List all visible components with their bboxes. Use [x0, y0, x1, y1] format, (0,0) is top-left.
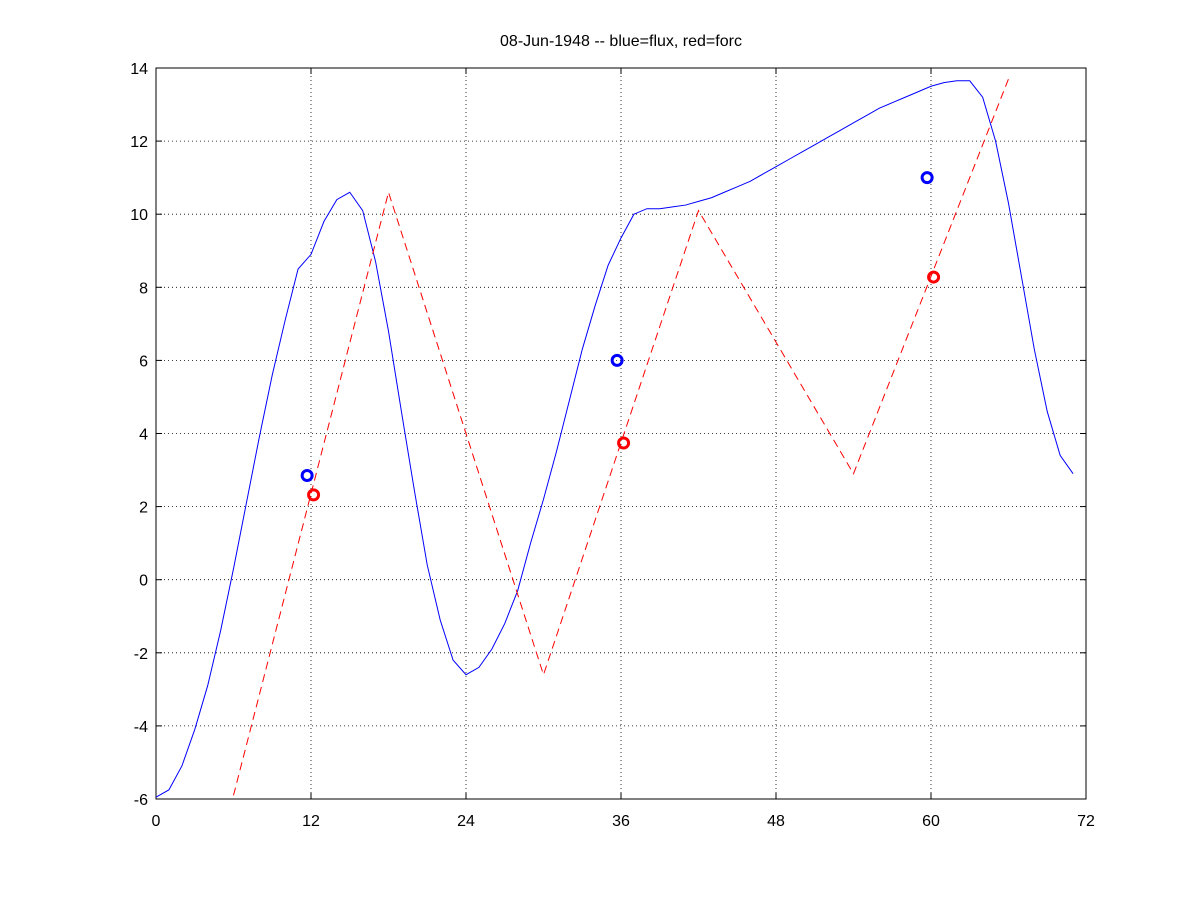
line: [156, 80, 1074, 798]
x-tick-label: 48: [767, 813, 785, 830]
y-tick-label: -6: [134, 792, 148, 809]
y-tick-label: 10: [130, 207, 148, 224]
chart-title: 08-Jun-1948 -- blue=flux, red=forc: [500, 33, 742, 50]
line: [233, 78, 1009, 796]
axes-box: [155, 67, 1087, 800]
marker: [920, 171, 934, 185]
y-tick-label: 6: [139, 353, 148, 370]
y-tick-label: -2: [134, 646, 148, 663]
marker: [307, 488, 321, 502]
y-tick-label: -4: [134, 719, 148, 736]
x-tick-label: 0: [152, 813, 161, 830]
y-tick-label: 12: [130, 134, 148, 151]
y-tick-label: 2: [139, 500, 148, 517]
y-tick-label: 0: [139, 573, 148, 590]
x-tick-label: 24: [457, 813, 475, 830]
marker: [610, 353, 624, 367]
marker: [300, 469, 314, 483]
marker: [927, 270, 941, 284]
y-tick-label: 4: [139, 427, 148, 444]
marker: [617, 436, 631, 450]
x-tick-label: 72: [1077, 813, 1095, 830]
x-tick-label: 60: [922, 813, 940, 830]
y-tick-label: 8: [139, 280, 148, 297]
y-tick-label: 14: [130, 61, 148, 78]
x-tick-label: 36: [612, 813, 630, 830]
x-tick-label: 12: [302, 813, 320, 830]
